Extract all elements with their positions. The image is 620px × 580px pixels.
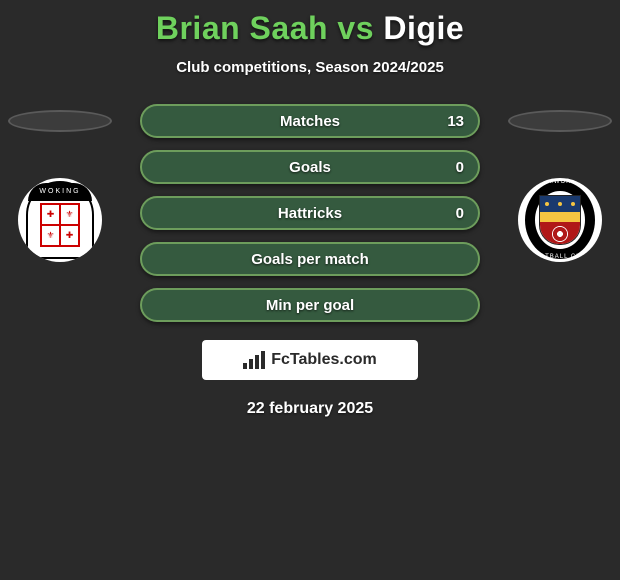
- vs-separator: vs: [337, 10, 374, 46]
- stat-row-min-per-goal: Min per goal: [0, 288, 620, 322]
- bars-icon: [243, 351, 265, 369]
- page-title: Brian Saah vs Digie: [0, 10, 620, 47]
- stat-pill: Goals per match: [140, 242, 480, 276]
- stat-pill: Goals 0: [140, 150, 480, 184]
- stat-label: Matches: [280, 113, 340, 130]
- player2-value-ellipse: [508, 110, 612, 132]
- stat-pill: Hattricks 0: [140, 196, 480, 230]
- stat-label: Hattricks: [278, 205, 342, 222]
- stat-row-matches: Matches 13: [0, 104, 620, 138]
- player1-value-ellipse: [8, 110, 112, 132]
- subtitle: Club competitions, Season 2024/2025: [0, 59, 620, 76]
- woking-badge-icon: WOKING ✚⚜ ⚜✚: [26, 181, 94, 259]
- tamworth-shield-icon: [539, 195, 581, 245]
- woking-shield-icon: ✚⚜ ⚜✚: [40, 203, 80, 247]
- player2-name: Digie: [383, 10, 464, 46]
- watermark: FcTables.com: [202, 340, 418, 380]
- tamworth-badge-icon: TAMWORTH FOOTBALL CLUB: [525, 181, 595, 259]
- player1-name: Brian Saah: [156, 10, 328, 46]
- tamworth-ring-text-top: TAMWORTH: [525, 179, 595, 185]
- stat-label: Goals: [289, 159, 331, 176]
- date-text: 22 february 2025: [0, 400, 620, 418]
- stat-value-right: 0: [456, 159, 464, 176]
- stat-value-right: 13: [447, 113, 464, 130]
- stat-pill: Min per goal: [140, 288, 480, 322]
- watermark-text: FcTables.com: [271, 351, 377, 369]
- stat-pill: Matches 13: [140, 104, 480, 138]
- club-logo-right: TAMWORTH FOOTBALL CLUB: [518, 178, 602, 262]
- tamworth-ring-text-bottom: FOOTBALL CLUB: [525, 254, 595, 260]
- stat-value-right: 0: [456, 205, 464, 222]
- comparison-card: Brian Saah vs Digie Club competitions, S…: [0, 0, 620, 418]
- woking-ring-text: WOKING: [28, 183, 92, 201]
- stat-label: Min per goal: [266, 297, 354, 314]
- club-logo-left: WOKING ✚⚜ ⚜✚: [18, 178, 102, 262]
- stat-label: Goals per match: [251, 251, 369, 268]
